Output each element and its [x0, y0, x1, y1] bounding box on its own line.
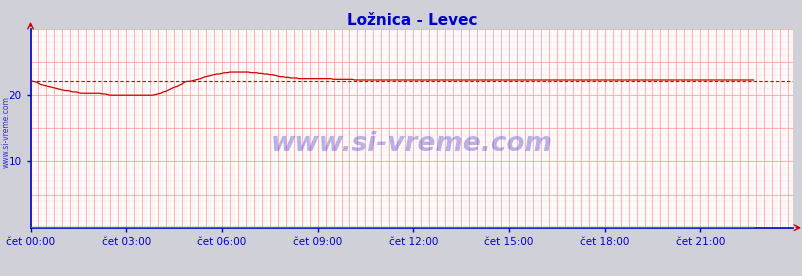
Title: Ložnica - Levec: Ložnica - Levec: [346, 13, 476, 28]
Text: www.si-vreme.com: www.si-vreme.com: [270, 131, 553, 157]
Text: www.si-vreme.com: www.si-vreme.com: [2, 97, 11, 168]
